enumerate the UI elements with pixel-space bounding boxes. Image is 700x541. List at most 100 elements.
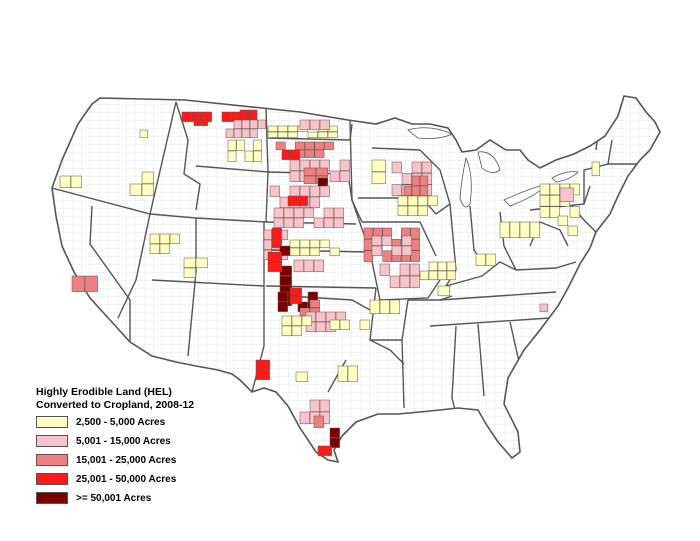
legend-swatch xyxy=(36,473,68,485)
hel-county xyxy=(253,139,262,151)
hel-county xyxy=(363,239,374,251)
hel-county xyxy=(313,259,324,272)
hel-county xyxy=(329,319,340,330)
hel-county xyxy=(323,217,334,228)
hel-county xyxy=(369,299,380,314)
hel-county xyxy=(567,225,578,236)
hel-county xyxy=(169,233,180,244)
hel-county xyxy=(283,217,294,228)
hel-county xyxy=(315,167,328,176)
hel-county xyxy=(401,235,412,246)
legend-label: 15,001 - 25,000 Acres xyxy=(76,454,177,466)
hel-county xyxy=(428,270,438,280)
legend-label: 25,001 - 50,000 Acres xyxy=(76,473,177,485)
hel-county xyxy=(409,263,420,276)
hel-county xyxy=(381,235,392,246)
hel-county xyxy=(303,167,316,176)
hel-county xyxy=(297,195,308,206)
hel-county xyxy=(391,184,402,196)
hel-county xyxy=(299,411,310,424)
hel-county xyxy=(389,299,400,314)
hel-county xyxy=(255,369,270,380)
hel-county xyxy=(293,207,304,218)
hel-county xyxy=(319,399,330,412)
hel-county xyxy=(277,301,288,312)
hel-county xyxy=(293,217,304,228)
hel-county xyxy=(437,285,450,296)
hel-county xyxy=(382,250,392,262)
hel-county xyxy=(309,399,320,412)
hel-county xyxy=(249,119,258,129)
hel-county xyxy=(279,275,292,286)
hel-county xyxy=(287,131,298,138)
hel-county xyxy=(317,131,328,138)
hel-county xyxy=(267,251,282,262)
hel-county xyxy=(249,128,258,138)
hel-county xyxy=(519,221,530,238)
hel-county xyxy=(200,115,208,126)
hel-county xyxy=(397,205,408,216)
hel-county xyxy=(417,205,428,216)
hel-county xyxy=(410,239,420,251)
hel-county xyxy=(303,207,314,218)
hel-county xyxy=(287,195,298,206)
hel-county xyxy=(283,207,294,218)
legend-item-2500-5000: 2,500 - 5,000 Acres xyxy=(36,413,256,431)
hel-county xyxy=(409,275,420,288)
hel-county xyxy=(277,131,288,138)
hel-county xyxy=(397,195,408,206)
hel-county xyxy=(281,325,292,336)
hel-county xyxy=(539,206,550,218)
hel-county xyxy=(339,159,350,171)
hel-county xyxy=(437,261,447,271)
hel-county xyxy=(419,270,429,280)
hel-county xyxy=(421,161,432,174)
hel-county xyxy=(233,119,242,129)
hel-county xyxy=(271,237,282,248)
hel-county xyxy=(233,128,242,138)
hel-county xyxy=(289,170,300,182)
hel-county xyxy=(299,119,310,130)
hel-county xyxy=(324,141,334,150)
hel-county xyxy=(236,139,245,151)
hel-county xyxy=(403,185,412,196)
hel-county xyxy=(299,239,310,248)
hel-county xyxy=(241,128,250,138)
hel-county xyxy=(559,187,574,202)
hel-county xyxy=(304,141,315,150)
hel-county xyxy=(399,275,410,288)
legend-swatch xyxy=(36,416,68,428)
hel-county xyxy=(70,175,82,188)
hel-county xyxy=(315,311,326,322)
hel-county xyxy=(407,195,418,206)
hel-county xyxy=(303,259,314,272)
hel-county xyxy=(71,275,85,292)
legend-item-15001-25000: 15,001 - 25,000 Acres xyxy=(36,451,256,469)
hel-county xyxy=(309,196,320,208)
hel-county xyxy=(301,315,312,326)
hel-county xyxy=(319,239,330,248)
hel-county xyxy=(290,149,300,160)
hel-county xyxy=(419,175,428,186)
hel-county xyxy=(411,175,420,186)
hel-county xyxy=(333,207,344,218)
hel-county xyxy=(304,149,315,158)
hel-county xyxy=(281,315,292,326)
hel-county xyxy=(149,233,160,244)
hel-county xyxy=(295,371,308,382)
hel-county xyxy=(379,299,390,314)
hel-county xyxy=(329,437,340,448)
hel-county xyxy=(485,253,496,266)
hel-county xyxy=(401,173,412,185)
hel-county xyxy=(309,119,320,130)
hel-county xyxy=(195,257,208,268)
hel-county xyxy=(314,141,325,150)
hel-county xyxy=(149,243,160,254)
legend-item-50001-plus: >= 50,001 Acres xyxy=(36,489,256,507)
legend-label: 2,500 - 5,000 Acres xyxy=(76,416,166,428)
hel-county xyxy=(391,161,402,174)
hel-county xyxy=(129,183,142,196)
hel-county xyxy=(225,128,234,138)
legend-swatch xyxy=(36,492,68,504)
hel-county xyxy=(271,227,282,238)
